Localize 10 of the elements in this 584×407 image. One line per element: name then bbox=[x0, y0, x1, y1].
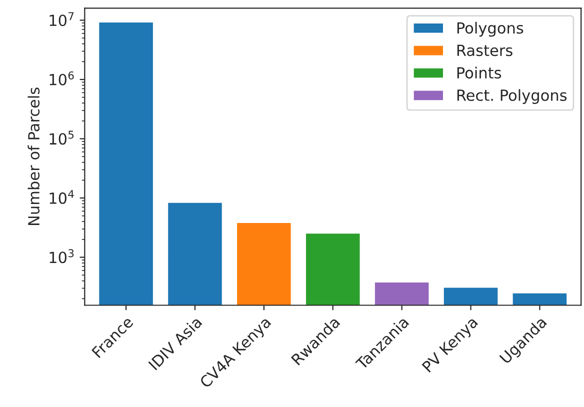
legend-label: Rect. Polygons bbox=[457, 89, 567, 104]
legend-label: Polygons bbox=[457, 22, 524, 37]
y-tick-label: 10$^{5}$ bbox=[50, 130, 74, 145]
y-tick-label: 10$^{3}$ bbox=[50, 249, 74, 264]
y-tick-label: 10$^{4}$ bbox=[50, 190, 74, 204]
legend-label: Points bbox=[457, 66, 502, 79]
y-tick-label: 10$^{7}$ bbox=[50, 12, 74, 26]
y-axis-title: Number of Parcels bbox=[28, 88, 40, 226]
y-tick-label: 10$^{6}$ bbox=[50, 71, 74, 86]
legend-label: Rasters bbox=[457, 44, 512, 56]
